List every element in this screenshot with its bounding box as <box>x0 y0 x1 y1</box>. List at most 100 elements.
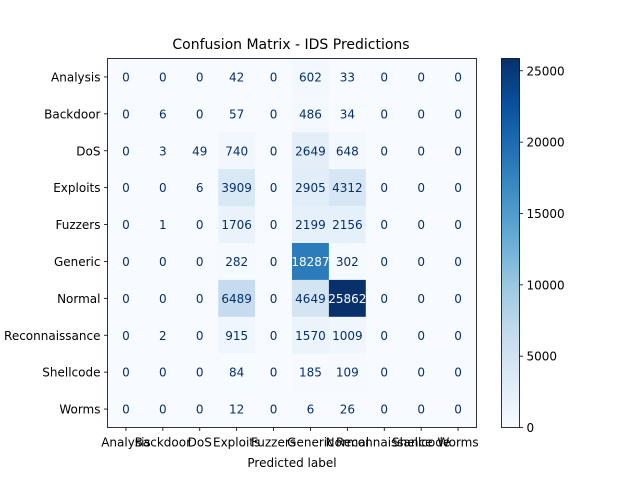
cell-r8-c1 <box>144 353 182 391</box>
cell-label-r0-c7: 0 <box>380 70 388 84</box>
cell-r3-c4 <box>255 169 293 207</box>
cell-label-r7-c4: 0 <box>270 329 278 343</box>
cell-r5-c2 <box>181 243 219 281</box>
y-tick-label-9: Worms <box>59 403 100 417</box>
colorbar-tick-label-2: 10000 <box>527 278 565 292</box>
cell-label-r9-c6: 26 <box>340 403 355 417</box>
cell-label-r1-c5: 486 <box>299 107 322 121</box>
cell-label-r0-c5: 602 <box>299 70 322 84</box>
cell-label-r6-c9: 0 <box>454 292 462 306</box>
cell-label-r1-c1: 6 <box>159 107 167 121</box>
cell-label-r7-c7: 0 <box>380 329 388 343</box>
cell-r4-c9 <box>439 206 477 244</box>
cell-r2-c9 <box>439 132 477 170</box>
cell-r7-c0 <box>107 316 145 354</box>
cell-r8-c8 <box>402 353 440 391</box>
colorbar-tick-label-4: 20000 <box>527 136 565 150</box>
cell-label-r3-c8: 0 <box>417 181 425 195</box>
cell-label-r9-c8: 0 <box>417 403 425 417</box>
cell-label-r6-c1: 0 <box>159 292 167 306</box>
y-tick-label-0: Analysis <box>51 70 100 84</box>
cell-label-r5-c6: 302 <box>336 255 359 269</box>
cell-r0-c7 <box>365 58 403 96</box>
cell-label-r7-c8: 0 <box>417 329 425 343</box>
cell-label-r1-c3: 57 <box>229 107 244 121</box>
cell-r6-c6 <box>328 279 367 318</box>
x-tick-label-4: Fuzzers <box>251 436 296 450</box>
cell-r0-c8 <box>402 58 440 96</box>
cell-label-r1-c7: 0 <box>380 107 388 121</box>
cell-label-r2-c5: 2649 <box>295 144 326 158</box>
cell-r2-c1 <box>144 132 182 170</box>
cell-r9-c5 <box>292 390 330 428</box>
cell-r4-c6 <box>328 206 367 244</box>
cell-label-r8-c7: 0 <box>380 366 388 380</box>
cell-r9-c2 <box>181 390 219 428</box>
cell-r5-c9 <box>439 243 477 281</box>
cell-label-r1-c6: 34 <box>340 107 355 121</box>
cell-r6-c0 <box>107 279 145 318</box>
cell-label-r8-c6: 109 <box>336 366 359 380</box>
cell-r1-c6 <box>328 95 367 133</box>
cell-r4-c8 <box>402 206 440 244</box>
cell-r4-c4 <box>255 206 293 244</box>
x-tick-label-1: Backdoor <box>135 436 191 450</box>
cell-r4-c1 <box>144 206 182 244</box>
cell-label-r6-c3: 6489 <box>221 292 252 306</box>
cell-r7-c4 <box>255 316 293 354</box>
cell-label-r4-c8: 0 <box>417 218 425 232</box>
cell-r2-c5 <box>292 132 330 170</box>
cell-r0-c1 <box>144 58 182 96</box>
x-tick-label-5: Generic <box>287 436 334 450</box>
cell-label-r2-c1: 3 <box>159 144 167 158</box>
y-tick-label-2: DoS <box>76 144 100 158</box>
cell-r1-c3 <box>218 95 256 133</box>
cell-r4-c7 <box>365 206 403 244</box>
cell-r6-c8 <box>402 279 440 318</box>
cell-label-r1-c0: 0 <box>122 107 130 121</box>
colorbar-tick-label-5: 25000 <box>527 64 565 78</box>
matrix-cell-labels: 0 0 0 42 0 602 33 0 0 00 6 0 57 0 486 34 0 0 00 3 49 740 0 2649… <box>122 70 462 416</box>
cell-r1-c2 <box>181 95 219 133</box>
x-tick-label-8: Shellcode <box>392 436 450 450</box>
cell-label-r4-c2: 0 <box>196 218 204 232</box>
cell-label-r4-c9: 0 <box>454 218 462 232</box>
cell-r1-c4 <box>255 95 293 133</box>
cell-label-r4-c0: 0 <box>122 218 130 232</box>
cell-label-r5-c2: 0 <box>196 255 204 269</box>
cell-r5-c3 <box>218 243 256 281</box>
cell-label-r9-c0: 0 <box>122 403 130 417</box>
y-tick-label-3: Exploits <box>53 181 100 195</box>
cell-label-r2-c7: 0 <box>380 144 388 158</box>
cell-label-r8-c4: 0 <box>270 366 278 380</box>
x-tick-label-6: Normal <box>326 436 369 450</box>
cell-label-r8-c3: 84 <box>229 366 244 380</box>
cell-r2-c2 <box>181 132 219 170</box>
cell-label-r2-c8: 0 <box>417 144 425 158</box>
cell-label-r2-c3: 740 <box>225 144 248 158</box>
cell-label-r9-c9: 0 <box>454 403 462 417</box>
cell-label-r5-c1: 0 <box>159 255 167 269</box>
colorbar-tick-label-1: 5000 <box>527 350 558 364</box>
cell-label-r0-c9: 0 <box>454 70 462 84</box>
cell-label-r5-c9: 0 <box>454 255 462 269</box>
cell-r1-c7 <box>365 95 403 133</box>
cell-r5-c8 <box>402 243 440 281</box>
cell-r0-c3 <box>218 58 256 96</box>
cell-label-r2-c6: 648 <box>336 144 359 158</box>
cell-label-r5-c0: 0 <box>122 255 130 269</box>
cell-label-r6-c5: 4649 <box>295 292 326 306</box>
colorbar-ticks: 0 5000 10000 15000 20000 25000 <box>519 64 565 435</box>
cell-r6-c1 <box>144 279 182 318</box>
cell-label-r8-c9: 0 <box>454 366 462 380</box>
cell-label-r5-c7: 0 <box>380 255 388 269</box>
cell-label-r4-c3: 1706 <box>221 218 252 232</box>
cell-r3-c5 <box>292 169 330 207</box>
cell-r8-c9 <box>439 353 477 391</box>
cell-r0-c6 <box>328 58 367 96</box>
cell-label-r4-c5: 2199 <box>295 218 326 232</box>
y-tick-label-5: Generic <box>54 255 101 269</box>
cell-r7-c9 <box>439 316 477 354</box>
cell-label-r6-c2: 0 <box>196 292 204 306</box>
